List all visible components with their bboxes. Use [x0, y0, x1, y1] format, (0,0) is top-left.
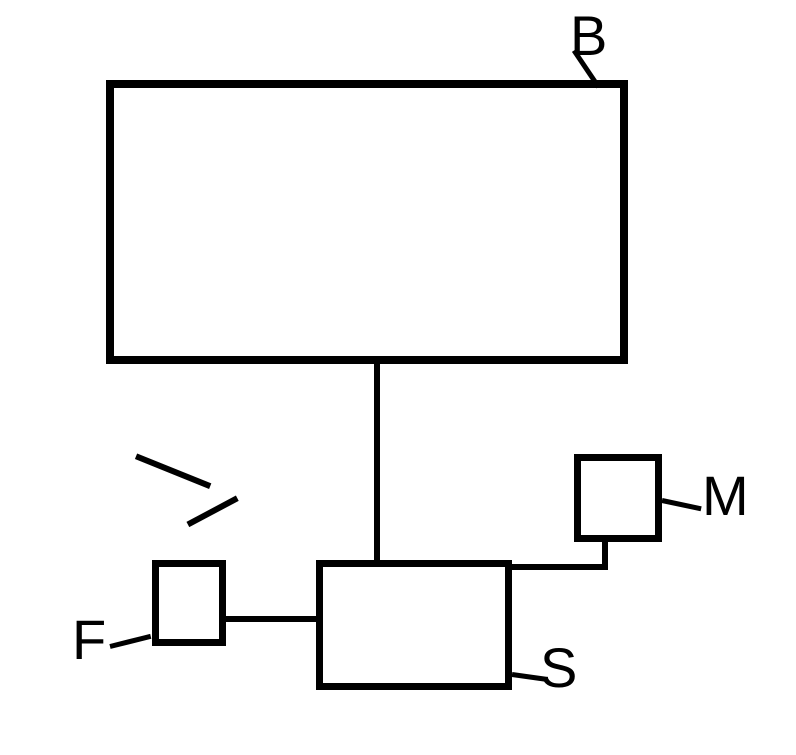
block-m: [574, 454, 662, 542]
label-m: M: [702, 468, 749, 524]
antenna-top: [135, 453, 211, 489]
label-f: F: [72, 612, 106, 668]
block-s: [316, 560, 512, 690]
label-b: B: [570, 8, 607, 64]
connector-s-to-m-v: [602, 542, 608, 570]
connector-f-to-s: [226, 616, 316, 622]
leader-f: [109, 634, 151, 649]
block-b: [106, 80, 628, 364]
diagram-canvas: B M S F: [0, 0, 796, 755]
leader-m: [661, 498, 701, 511]
connector-s-to-m-h: [512, 564, 608, 570]
block-f: [152, 560, 226, 646]
label-s: S: [540, 640, 577, 696]
connector-b-to-s: [374, 364, 380, 560]
antenna-mast: [186, 496, 238, 528]
